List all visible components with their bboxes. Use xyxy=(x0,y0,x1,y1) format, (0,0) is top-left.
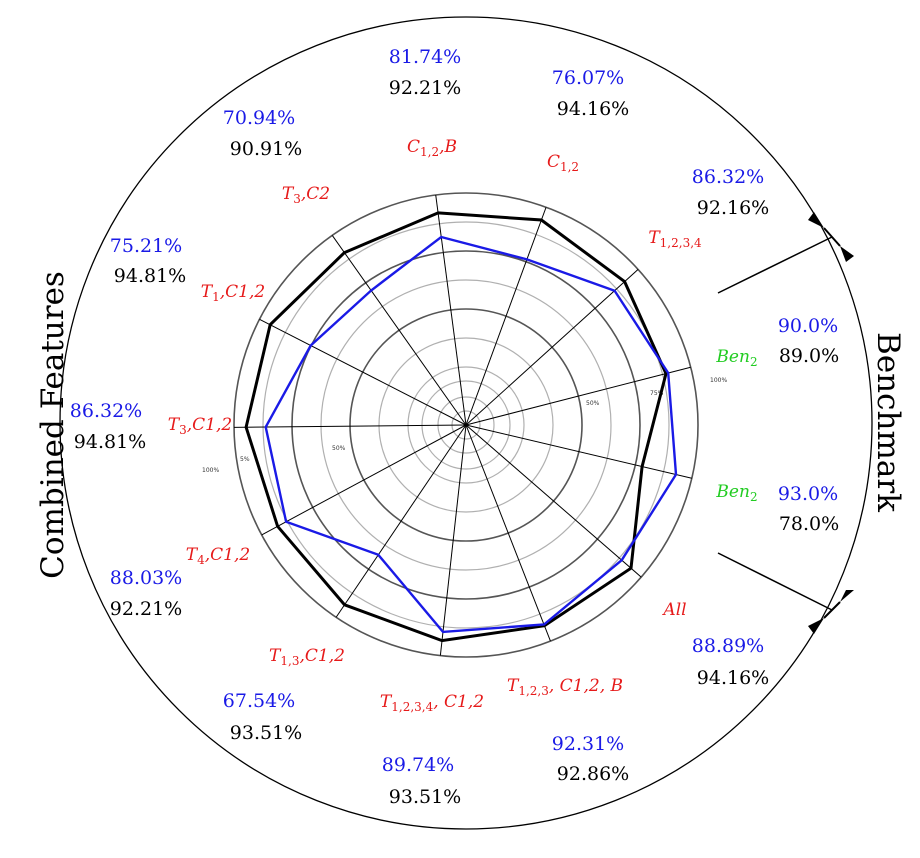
axis-label: All xyxy=(661,600,686,620)
black-series-line xyxy=(244,211,668,643)
axis-spoke xyxy=(465,269,639,426)
axis-label: Ben2 xyxy=(715,482,757,504)
tick-label: 75% xyxy=(650,390,664,397)
blue-value-label: 88.03% xyxy=(110,567,182,589)
black-value-label: 94.81% xyxy=(114,265,186,287)
black-value-label: 93.51% xyxy=(230,722,302,744)
axis-spoke xyxy=(465,424,642,578)
axis-spoke xyxy=(261,424,467,536)
group-divider-line xyxy=(717,236,833,294)
axis-label: T3,C1,2 xyxy=(168,415,232,437)
blue-value-label: 76.07% xyxy=(552,67,624,89)
axis-label: T1,2,3, C1,2, B xyxy=(507,676,623,698)
axis-spoke xyxy=(335,424,467,618)
axis-label: T1,2,3,4, C1,2 xyxy=(380,692,484,714)
axis-spoke xyxy=(465,366,691,426)
grid-circle xyxy=(262,221,670,629)
black-value-label: 93.51% xyxy=(389,786,461,808)
black-value-label: 92.21% xyxy=(110,598,182,620)
group-title-right: Benchmark xyxy=(870,332,906,512)
axis-label: T3,C2 xyxy=(282,184,330,206)
black-value-label: 78.0% xyxy=(779,513,839,535)
black-value-label: 89.0% xyxy=(779,345,839,367)
tick-label: 5% xyxy=(240,456,250,463)
black-value-label: 94.81% xyxy=(74,431,146,453)
axis-label: C1,2 xyxy=(547,152,579,174)
axis-spoke xyxy=(465,424,692,479)
outer-circle xyxy=(59,16,873,830)
arrowhead xyxy=(808,212,824,228)
axis-spoke xyxy=(435,194,467,426)
blue-value-label: 89.74% xyxy=(382,754,454,776)
blue-series-line xyxy=(264,235,678,634)
blue-value-label: 93.0% xyxy=(778,483,838,505)
blue-value-label: 86.32% xyxy=(70,400,142,422)
group-divider-line xyxy=(717,552,833,611)
grid-circle xyxy=(233,192,699,658)
axis-spoke xyxy=(465,424,551,642)
grid-circle xyxy=(378,337,554,513)
axis-label: T1,C1,2 xyxy=(201,282,265,304)
arrowhead xyxy=(840,246,854,262)
axis-spoke xyxy=(331,235,467,426)
axis-label: T1,2,3,4 xyxy=(648,228,702,250)
blue-value-label: 70.94% xyxy=(223,107,295,129)
axis-spoke xyxy=(259,318,467,426)
blue-value-label: 86.32% xyxy=(692,166,764,188)
axis-label: T4,C1,2 xyxy=(186,545,250,567)
black-value-label: 94.16% xyxy=(557,98,629,120)
axis-label: Ben2 xyxy=(715,347,757,369)
grid-circle xyxy=(349,308,583,542)
axis-label: T1,3,C1,2 xyxy=(269,646,345,668)
tick-label: 100% xyxy=(710,377,727,384)
arrowhead xyxy=(808,618,824,634)
blue-value-label: 75.21% xyxy=(110,235,182,257)
blue-value-label: 67.54% xyxy=(223,690,295,712)
arrowhead xyxy=(840,590,854,602)
axis-label: C1,2,B xyxy=(407,137,457,159)
tick-label: 50% xyxy=(332,445,346,452)
black-value-label: 92.21% xyxy=(389,77,461,99)
group-title-left: Combined Features xyxy=(35,271,71,579)
black-value-label: 94.16% xyxy=(697,667,769,689)
axis-spoke xyxy=(439,424,467,656)
black-value-label: 92.16% xyxy=(697,197,769,219)
black-value-label: 92.86% xyxy=(557,763,629,785)
blue-value-label: 92.31% xyxy=(552,733,624,755)
black-value-label: 90.91% xyxy=(230,138,302,160)
grid-circle xyxy=(320,279,612,571)
tick-label: 50% xyxy=(586,400,600,407)
grid-circle xyxy=(407,366,525,484)
grid-circle xyxy=(291,250,641,600)
axis-spoke xyxy=(234,424,467,428)
axis-spoke xyxy=(465,207,547,426)
blue-value-label: 81.74% xyxy=(389,46,461,68)
tick-label: 100% xyxy=(202,467,219,474)
group-divider-tick xyxy=(823,227,841,247)
blue-value-label: 88.89% xyxy=(692,635,764,657)
group-divider-tick xyxy=(823,601,841,619)
blue-value-label: 90.0% xyxy=(778,315,838,337)
